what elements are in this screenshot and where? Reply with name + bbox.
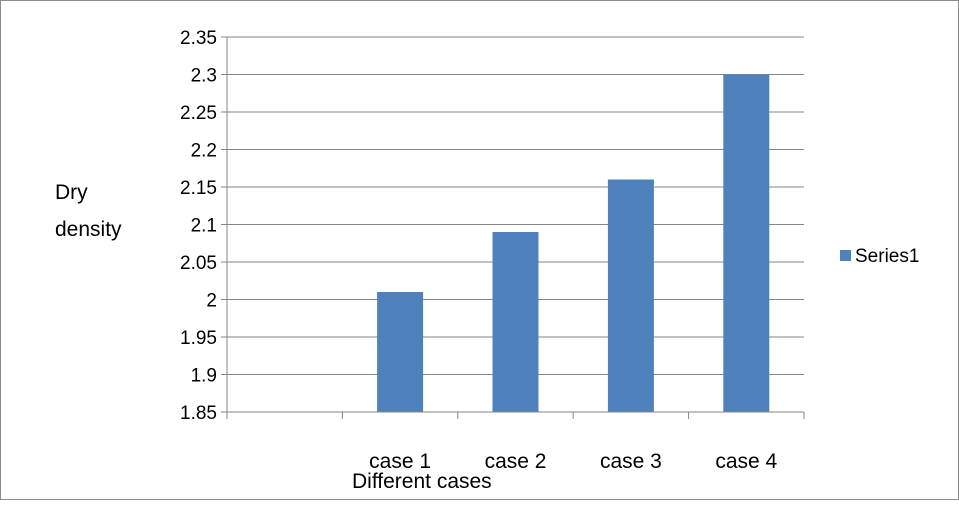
y-tick-label: 1.95 [180,328,217,349]
y-tick-label: 2.05 [180,253,217,274]
x-tick-label: case 4 [715,450,777,473]
y-tick-label: 2 [206,291,217,312]
bar-case-3 [607,179,654,412]
legend-label-series1: Series1 [855,246,919,267]
y-tick-labels: 1.85 1.9 1.95 2 2.05 2.1 2.15 2.2 2.25 2.3 2.35 [180,28,217,424]
y-tick-label: 2.25 [180,103,217,124]
y-axis-label-line-1: Dry [55,181,88,204]
y-tick-label: 2.15 [180,178,217,199]
bars [377,74,770,412]
y-tick-label: 2.2 [191,141,217,162]
bar-case-2 [492,232,539,412]
bar-case-4 [723,74,770,412]
y-tick-label: 2.1 [191,216,217,237]
x-tick-label: case 1 [369,450,431,473]
x-tick-label: case 2 [485,450,547,473]
x-tick-labels: case 1 case 2 case 3 case 4 [369,450,777,473]
x-axis-label: Different cases [352,470,492,493]
bar-case-1 [377,292,424,412]
y-tick-label: 2.35 [180,28,217,49]
y-axis-label-line-2: density [55,218,122,241]
axes [221,36,805,419]
y-tick-label: 2.3 [191,66,217,87]
legend-swatch-series1 [840,250,851,261]
x-tick-label: case 3 [600,450,662,473]
legend: Series1 [840,246,919,267]
y-tick-label: 1.9 [191,366,217,387]
y-tick-label: 1.85 [180,403,217,424]
gridlines [227,36,804,375]
